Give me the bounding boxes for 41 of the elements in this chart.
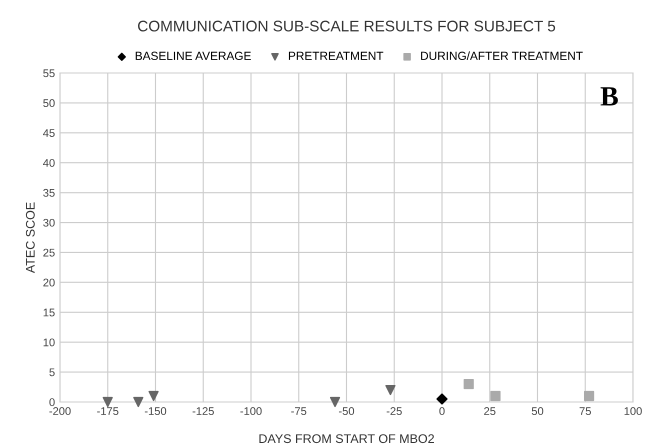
y-tick-label: 5 [49,368,55,376]
point [584,390,594,402]
x-tick-label: -150 [144,407,166,416]
point [464,378,474,390]
y-tick-label: 45 [43,129,55,137]
chart-title: COMMUNICATION SUB-SCALE RESULTS FOR SUBJECT 5 [138,20,556,32]
x-tick-label: -200 [49,407,71,416]
y-tick-label: 0 [49,398,55,406]
x-axis-title: DAYS FROM START OF MBO2 [259,434,434,444]
point [148,390,159,402]
x-tick-label: -25 [386,407,402,416]
y-tick-label: 15 [44,308,55,316]
point [102,396,113,408]
x-tick-label: -100 [240,407,262,416]
y-axis-title: ATEC SCOE [26,202,35,274]
y-tick-label: 50 [43,99,55,108]
legend-label: DURING/AFTER TREATMENT [421,51,583,60]
point [436,393,448,405]
annotation: B [600,87,618,106]
point [385,384,396,396]
y-tick-label: 10 [44,338,55,346]
x-tick-label: 0 [439,407,445,416]
point [133,396,144,408]
y-tick-label: 25 [43,248,55,257]
y-tick-label: 20 [43,278,55,286]
y-tick-label: 30 [43,218,55,227]
y-tick-label: 55 [43,69,55,78]
x-tick-label: 75 [580,407,591,416]
y-tick-label: 40 [43,158,55,167]
x-tick-label: 50 [532,407,544,416]
legend-label: PRETREATMENT [288,52,384,60]
x-tick-label: -50 [338,407,354,416]
y-tick-label: 35 [43,188,55,197]
x-tick-label: 25 [484,407,496,416]
x-tick-label: -125 [192,407,214,416]
x-tick-label: -175 [97,407,118,416]
x-tick-label: 100 [624,407,642,416]
x-tick-label: -75 [291,407,306,416]
point [330,396,340,408]
legend-label: BASELINE AVERAGE [136,52,251,60]
point [490,390,501,402]
